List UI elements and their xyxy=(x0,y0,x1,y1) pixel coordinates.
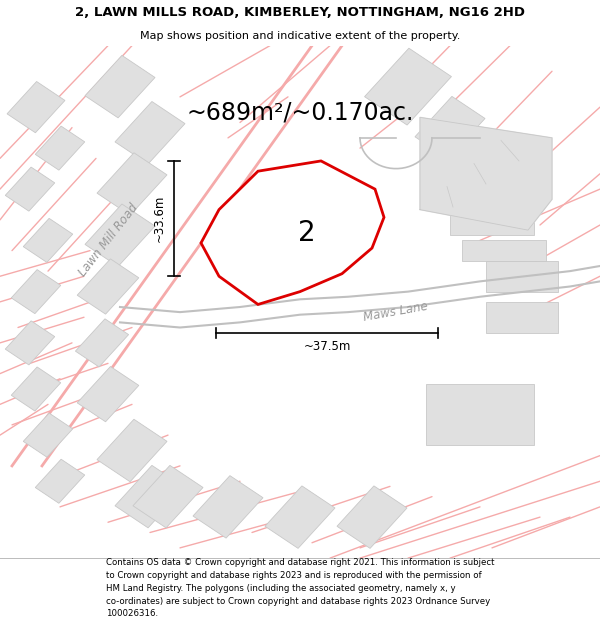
Polygon shape xyxy=(426,384,534,446)
Polygon shape xyxy=(85,204,155,266)
Text: ~33.6m: ~33.6m xyxy=(152,195,166,242)
Polygon shape xyxy=(438,189,522,209)
Text: Maws Lane: Maws Lane xyxy=(362,300,430,324)
Text: ~689m²/~0.170ac.: ~689m²/~0.170ac. xyxy=(187,100,413,124)
Text: Lawn Mill Road: Lawn Mill Road xyxy=(76,201,140,279)
Polygon shape xyxy=(115,466,185,528)
Polygon shape xyxy=(11,269,61,314)
Polygon shape xyxy=(420,118,552,230)
Polygon shape xyxy=(85,56,155,118)
Polygon shape xyxy=(201,161,384,304)
Polygon shape xyxy=(415,96,485,159)
Polygon shape xyxy=(77,259,139,314)
Text: Contains OS data © Crown copyright and database right 2021. This information is : Contains OS data © Crown copyright and d… xyxy=(106,558,494,618)
Polygon shape xyxy=(193,476,263,538)
Polygon shape xyxy=(450,215,534,235)
Polygon shape xyxy=(35,126,85,170)
Polygon shape xyxy=(486,302,558,332)
Polygon shape xyxy=(77,366,139,422)
Polygon shape xyxy=(76,319,128,367)
Polygon shape xyxy=(7,81,65,132)
Polygon shape xyxy=(486,261,558,292)
Polygon shape xyxy=(97,152,167,215)
Text: 2: 2 xyxy=(298,219,316,248)
Polygon shape xyxy=(23,218,73,262)
Polygon shape xyxy=(97,419,167,482)
Polygon shape xyxy=(457,138,527,200)
Polygon shape xyxy=(365,48,451,125)
Polygon shape xyxy=(115,101,185,164)
Polygon shape xyxy=(265,486,335,548)
Polygon shape xyxy=(133,466,203,528)
Polygon shape xyxy=(337,486,407,548)
Polygon shape xyxy=(11,367,61,411)
Polygon shape xyxy=(462,241,546,261)
Polygon shape xyxy=(5,321,55,365)
Text: ~37.5m: ~37.5m xyxy=(304,341,350,354)
Polygon shape xyxy=(5,167,55,211)
Polygon shape xyxy=(35,459,85,503)
Polygon shape xyxy=(23,413,73,457)
Text: 2, LAWN MILLS ROAD, KIMBERLEY, NOTTINGHAM, NG16 2HD: 2, LAWN MILLS ROAD, KIMBERLEY, NOTTINGHA… xyxy=(75,6,525,19)
Polygon shape xyxy=(221,184,307,256)
Text: Map shows position and indicative extent of the property.: Map shows position and indicative extent… xyxy=(140,31,460,41)
